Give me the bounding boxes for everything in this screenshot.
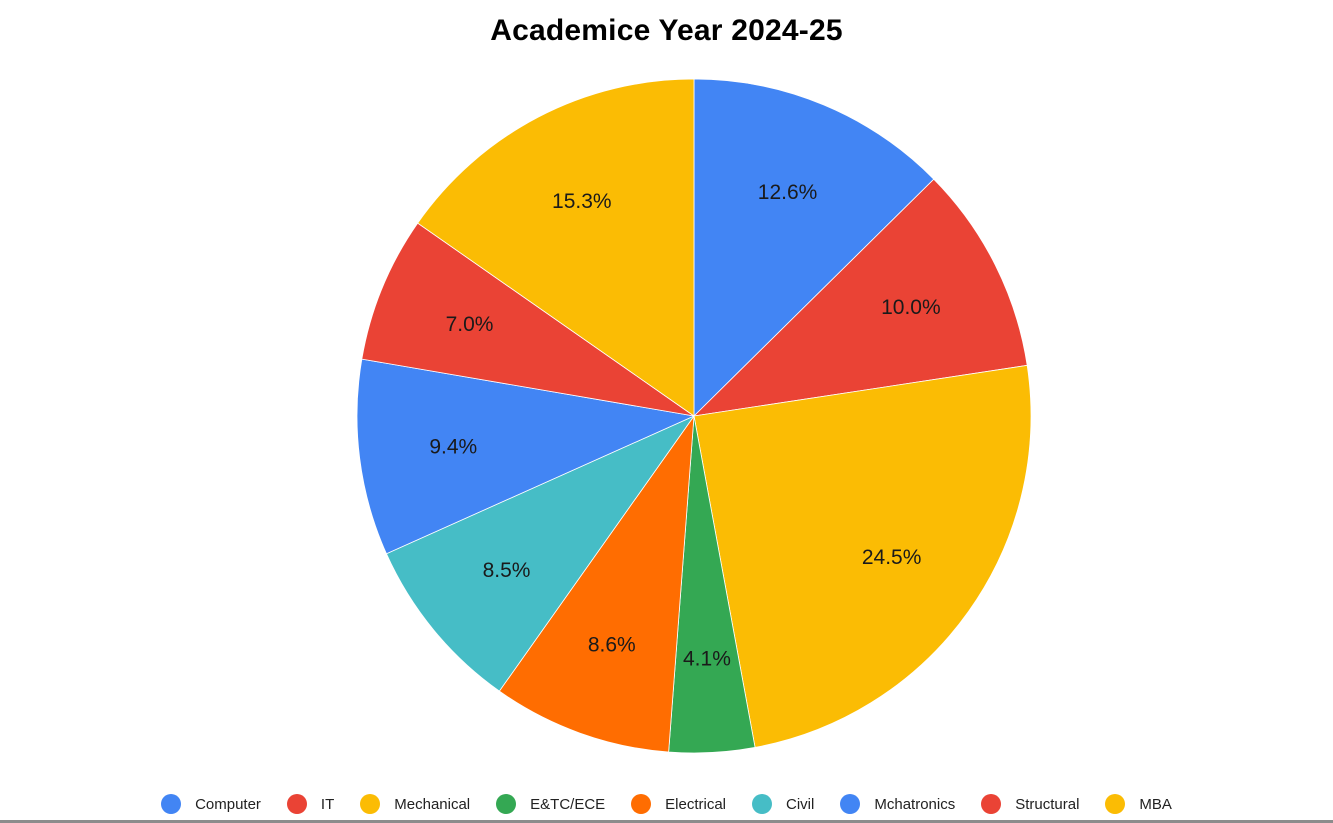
pie-slice-electrical[interactable]	[498, 414, 695, 753]
legend-label: Civil	[786, 795, 815, 813]
legend-dot-icon	[496, 794, 517, 814]
legend-label: IT	[320, 795, 335, 813]
legend-dot-icon	[840, 794, 861, 814]
slice-percent-label: 10.0%	[881, 296, 941, 319]
legend-label: Computer	[195, 795, 261, 813]
slice-percent-label: 9.4%	[429, 435, 477, 458]
legend-item-structural[interactable]: Structural	[981, 794, 1079, 814]
legend-label: Mechanical	[394, 795, 471, 813]
legend-label: Mchatronics	[874, 795, 956, 813]
legend-dot-icon	[360, 794, 381, 814]
chart-title: Academice Year 2024-25	[490, 14, 843, 47]
pie-slice-mechanical[interactable]	[693, 364, 1032, 748]
slice-percent-label: 24.5%	[862, 546, 922, 569]
legend-item-mechanical[interactable]: Mechanical	[360, 794, 470, 814]
legend-dot-icon	[1105, 794, 1126, 814]
pie-slices	[356, 78, 1032, 754]
legend-label: MBA	[1139, 795, 1172, 813]
legend-item-mba[interactable]: MBA	[1105, 794, 1172, 814]
pie-slice-civil[interactable]	[385, 415, 696, 692]
slice-percent-label: 15.3%	[552, 190, 612, 213]
legend-dot-icon	[161, 794, 182, 814]
legend-item-computer[interactable]: Computer	[161, 794, 261, 814]
legend-dot-icon	[286, 794, 307, 814]
slice-percent-label: 8.5%	[483, 559, 531, 582]
slice-percent-label: 8.6%	[588, 633, 636, 656]
legend-item-etc-ece[interactable]: E&TC/ECE	[496, 794, 605, 814]
legend-label: E&TC/ECE	[530, 795, 606, 813]
legend-label: Structural	[1015, 795, 1080, 813]
pie-slice-it[interactable]	[692, 178, 1028, 417]
legend-dot-icon	[752, 794, 773, 814]
pie-slice-mba[interactable]	[417, 78, 695, 417]
slice-percent-label: 7.0%	[446, 313, 494, 336]
legend-label: Electrical	[665, 795, 727, 813]
slice-percent-label: 4.1%	[683, 647, 731, 670]
pie-slice-mchatronics[interactable]	[356, 358, 696, 555]
legend-dot-icon	[981, 794, 1002, 814]
pie-slice-structural[interactable]	[361, 222, 695, 417]
legend-item-civil[interactable]: Civil	[752, 794, 814, 814]
legend-item-electrical[interactable]: Electrical	[631, 794, 726, 814]
pie-slice-labels: 12.6% 10.0% 24.5% 4.1% 8.6% 8.5% 9.4% 7.0% 15.3%	[429, 181, 940, 670]
legend-item-mchatronics[interactable]: Mchatronics	[840, 794, 955, 814]
chart-legend: Computer IT Mechanical E&TC/ECE Electric…	[0, 792, 1333, 816]
legend-item-it[interactable]: IT	[286, 794, 335, 814]
legend-dot-icon	[631, 794, 652, 814]
pie-slice-computer[interactable]	[693, 78, 935, 417]
bottom-border	[0, 820, 1333, 823]
slice-percent-label: 12.6%	[758, 181, 818, 204]
